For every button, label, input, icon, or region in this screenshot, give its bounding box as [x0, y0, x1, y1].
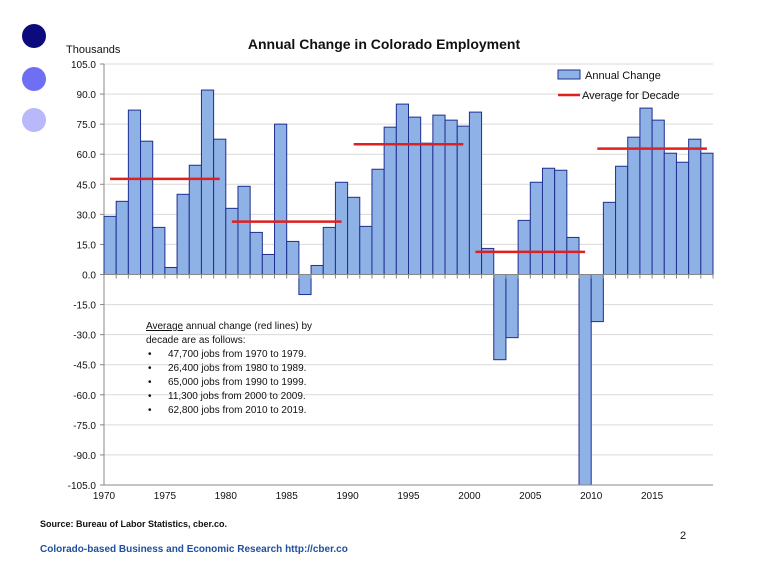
legend-bar-label: Annual Change [585, 70, 661, 82]
y-tick-label: -105.0 [68, 481, 97, 492]
bar-2005 [529, 181, 543, 275]
y-tick-label: 60.0 [77, 150, 97, 161]
y-tick-label: 90.0 [77, 90, 97, 101]
note-lead-underlined: Average [146, 321, 184, 332]
bar-2008 [566, 236, 580, 276]
legend-bar-swatch [557, 69, 581, 80]
y-tick-label: 30.0 [77, 210, 97, 221]
decade-average-note: Average annual change (red lines) by dec… [146, 320, 316, 418]
bar-2013 [627, 136, 641, 275]
bar-1990 [347, 196, 361, 275]
bar-1975 [164, 266, 178, 276]
y-tick-label: -15.0 [73, 301, 96, 312]
bar-1972 [127, 109, 142, 275]
x-tick-label: 1990 [336, 491, 359, 502]
bar-1982 [249, 231, 263, 275]
x-tick-label: 1985 [276, 491, 299, 502]
footer-link[interactable]: Colorado-based Business and Economic Res… [40, 544, 348, 555]
decorative-dot-dark [22, 24, 46, 48]
bar-2000 [468, 111, 483, 275]
bar-1976 [176, 193, 190, 275]
bar-2010 [590, 274, 604, 323]
bar-1997 [432, 114, 446, 275]
bar-2004 [517, 219, 531, 275]
decorative-dot-light [22, 108, 46, 132]
bar-1973 [140, 140, 154, 275]
bar-1987 [310, 264, 324, 276]
bar-1988 [322, 226, 336, 275]
y-tick-label: 15.0 [77, 240, 97, 251]
note-item: 62,800 jobs from 2010 to 2019. [146, 404, 316, 418]
bar-2016 [663, 152, 677, 275]
page-number: 2 [680, 530, 687, 542]
y-tick-label: 75.0 [77, 120, 97, 131]
bar-2002 [493, 274, 507, 361]
y-tick-label: 45.0 [77, 180, 97, 191]
x-tick-label: 2000 [458, 491, 481, 502]
bar-1974 [152, 226, 166, 275]
bar-1989 [334, 181, 349, 275]
x-tick-label: 1995 [397, 491, 420, 502]
x-tick-label: 2010 [580, 491, 603, 502]
y-tick-label: -30.0 [73, 331, 96, 342]
y-tick-label: -45.0 [73, 361, 96, 372]
bar-1970 [103, 215, 117, 276]
bar-2018 [688, 138, 702, 275]
bar-2011 [602, 201, 617, 275]
x-tick-label: 2005 [519, 491, 542, 502]
bar-1978 [200, 89, 215, 275]
note-item: 65,000 jobs from 1990 to 1999. [146, 376, 316, 390]
source-text: Source: Bureau of Labor Statistics, cber… [40, 519, 228, 529]
bar-1993 [383, 126, 397, 276]
bar-1981 [237, 185, 251, 276]
x-tick-label: 2015 [641, 491, 664, 502]
bar-1980 [225, 207, 239, 275]
y-tick-label: 105.0 [71, 60, 96, 71]
bar-1986 [298, 274, 312, 296]
bar-2006 [541, 167, 556, 275]
bar-2012 [615, 165, 629, 275]
bar-1991 [359, 225, 373, 275]
bar-1983 [261, 253, 276, 275]
decorative-dot-medium [22, 67, 46, 91]
bar-1979 [213, 138, 227, 275]
note-lead: annual change (red lines) by decade are … [146, 321, 313, 346]
bar-2019 [700, 152, 714, 275]
note-item: 26,400 jobs from 1980 to 1989. [146, 362, 316, 376]
bar-2003 [505, 274, 519, 339]
x-tick-label: 1980 [215, 491, 238, 502]
bar-1985 [286, 240, 300, 276]
bar-2017 [675, 161, 690, 276]
bar-2007 [554, 169, 568, 275]
bar-1971 [115, 200, 129, 275]
y-tick-label: 0.0 [82, 271, 96, 282]
note-item: 11,300 jobs from 2000 to 2009. [146, 390, 316, 404]
y-tick-label: -60.0 [73, 391, 96, 402]
x-tick-label: 1970 [93, 491, 116, 502]
y-axis-label: Thousands [66, 44, 121, 56]
bar-2015 [651, 119, 665, 275]
y-tick-label: -75.0 [73, 421, 96, 432]
bar-1996 [420, 142, 434, 275]
x-tick-label: 1975 [154, 491, 177, 502]
note-item: 47,700 jobs from 1970 to 1979. [146, 348, 316, 362]
chart-title: Annual Change in Colorado Employment [247, 36, 521, 52]
bar-1995 [408, 116, 422, 275]
bar-1994 [395, 103, 410, 275]
legend-line-label: Average for Decade [582, 90, 680, 102]
bar-1977 [188, 164, 202, 275]
bar-1984 [274, 123, 288, 276]
y-tick-label: -90.0 [73, 451, 96, 462]
bar-1992 [371, 168, 385, 275]
bar-1999 [456, 125, 470, 276]
bar-2014 [639, 107, 653, 275]
bar-2009 [578, 274, 592, 486]
